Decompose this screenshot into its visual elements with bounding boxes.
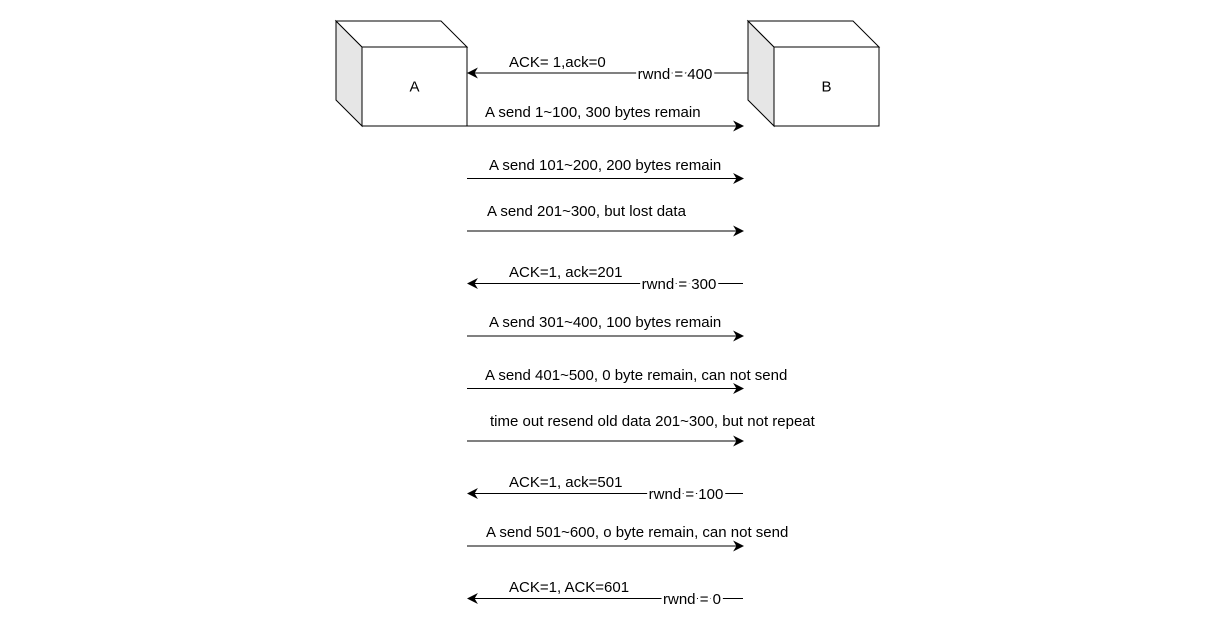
message-7-label: A send 401~500, 0 byte remain, can not s… <box>485 367 787 384</box>
message-4: A send 201~300, but lost data <box>467 203 745 237</box>
message-6: A send 301~400, 100 bytes remain <box>467 314 745 342</box>
message-5-label: ACK=1, ack=201 <box>509 264 622 281</box>
node-b: B <box>746 19 881 128</box>
message-1-window: rwnd = 400 <box>638 66 713 83</box>
node-a: A <box>334 19 469 128</box>
message-10: A send 501~600, o byte remain, can not s… <box>467 524 788 552</box>
message-5-window: rwnd = 300 <box>642 276 717 293</box>
message-9-window: rwnd = 100 <box>649 486 724 503</box>
node-b-front-face <box>773 46 880 127</box>
message-6-label: A send 301~400, 100 bytes remain <box>489 314 721 331</box>
message-11-window: rwnd = 0 <box>663 591 721 608</box>
message-3: A send 101~200, 200 bytes remain <box>467 157 745 184</box>
message-1: ACK= 1,ack=0 rwnd = 400 <box>466 54 748 86</box>
message-9-label: ACK=1, ack=501 <box>509 474 622 491</box>
node-a-front-face <box>361 46 468 127</box>
message-5: ACK=1, ack=201 rwnd = 300 <box>466 264 743 296</box>
message-8-label: time out resend old data 201~300, but no… <box>490 413 816 430</box>
node-a-label: A <box>409 79 419 96</box>
message-7: A send 401~500, 0 byte remain, can not s… <box>467 367 787 394</box>
message-3-label: A send 101~200, 200 bytes remain <box>489 157 721 174</box>
message-8: time out resend old data 201~300, but no… <box>467 413 816 447</box>
node-b-label: B <box>821 79 831 96</box>
message-1-label: ACK= 1,ack=0 <box>509 54 606 71</box>
message-10-label: A send 501~600, o byte remain, can not s… <box>486 524 788 541</box>
message-4-label: A send 201~300, but lost data <box>487 203 687 220</box>
message-9: ACK=1, ack=501 rwnd = 100 <box>466 474 743 506</box>
message-2: A send 1~100, 300 bytes remain <box>467 104 745 132</box>
message-11-label: ACK=1, ACK=601 <box>509 579 629 596</box>
message-11: ACK=1, ACK=601 rwnd = 0 <box>466 579 743 611</box>
message-2-label: A send 1~100, 300 bytes remain <box>485 104 701 121</box>
